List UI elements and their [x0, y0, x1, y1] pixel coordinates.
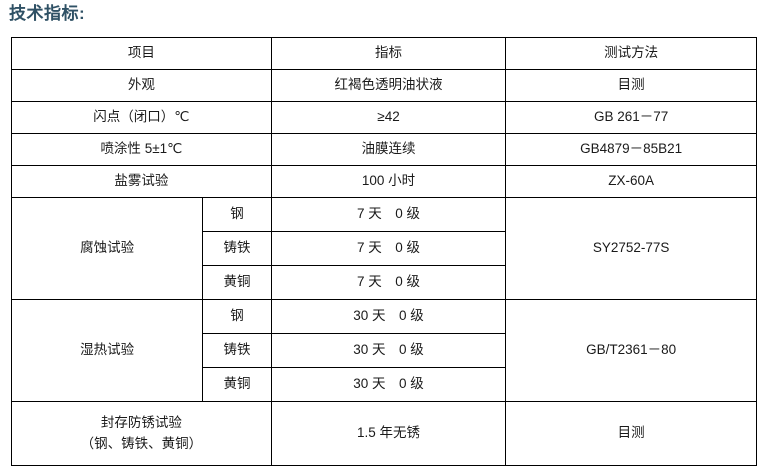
page-title: 技术指标:: [9, 4, 86, 23]
table-row: 黄铜 7 天 0 级: [12, 265, 757, 300]
cell-item: 盐雾试验: [11, 165, 272, 198]
cell-sub-material: 黄铜: [202, 265, 272, 300]
cell-index: ≥42: [270, 101, 507, 134]
table-row-group-humidity: 湿热试验 钢 30 天 0 级 GB/T2361－80: [10, 299, 757, 402]
cell-method: GB/T2361－80: [505, 299, 757, 402]
technical-spec-table: 项目 指标 测试方法 外观 红褐色透明油状液 目测 闪点（闭口）℃ ≥42 GB…: [10, 37, 757, 466]
cell-method: SY2752-77S: [505, 197, 757, 300]
cell-index: 7 天 0 级: [270, 197, 507, 232]
cell-group-name: 湿热试验: [10, 299, 204, 402]
cell-index: 红褐色透明油状液: [270, 69, 507, 102]
cell-method: ZX-60A: [505, 165, 757, 198]
cell-method: GB 261－77: [505, 101, 757, 134]
table-row: 铸铁 7 天 0 级: [12, 231, 757, 266]
cell-item-line1: 封存防锈试验: [100, 414, 182, 430]
cell-index: 7 天 0 级: [270, 265, 507, 300]
cell-index: 油膜连续: [270, 133, 507, 166]
table-row: 黄铜 30 天 0 级: [12, 367, 757, 402]
cell-index: 30 天 0 级: [270, 299, 507, 334]
cell-sub-material: 钢: [202, 299, 272, 334]
cell-method: 目测: [505, 69, 757, 102]
table-row-group-corrosion: 腐蚀试验 钢 7 天 0 级 SY2752-77S: [10, 197, 757, 300]
table-row: 外观 红褐色透明油状液 目测: [11, 69, 757, 102]
cell-method: 目测: [505, 401, 757, 466]
cell-index: 1.5 年无锈: [270, 401, 507, 466]
cell-method: GB4879－85B21: [505, 133, 757, 166]
cell-index: 7 天 0 级: [270, 231, 507, 266]
header-cell-method: 测试方法: [505, 37, 757, 70]
cell-item-line2: （钢、铸铁、黄铜）: [80, 435, 203, 451]
cell-sub-material: 铸铁: [202, 231, 272, 266]
table-row: 盐雾试验 100 小时 ZX-60A: [11, 165, 757, 198]
cell-index: 30 天 0 级: [270, 333, 507, 368]
document-page: 技术指标: 项目 指标 测试方法 外观 红褐色透明油状液 目测 闪点（闭口）℃: [9, 4, 757, 466]
cell-sub-material: 钢: [202, 197, 272, 232]
table-row-final: 封存防锈试验 （钢、铸铁、黄铜） 1.5 年无锈 目测: [11, 401, 757, 466]
cell-index: 100 小时: [270, 165, 507, 198]
cell-group-name: 腐蚀试验: [10, 197, 204, 300]
header-cell-item: 项目: [11, 37, 272, 70]
table-row: 喷涂性 5±1℃ 油膜连续 GB4879－85B21: [11, 133, 757, 166]
table-row: 铸铁 30 天 0 级: [12, 333, 757, 368]
table-row: 闪点（闭口）℃ ≥42 GB 261－77: [11, 101, 757, 134]
header-cell-index: 指标: [270, 37, 507, 70]
cell-index: 30 天 0 级: [270, 367, 507, 402]
cell-sub-material: 铸铁: [202, 333, 272, 368]
cell-item: 封存防锈试验 （钢、铸铁、黄铜）: [11, 401, 272, 466]
cell-item: 喷涂性 5±1℃: [11, 133, 272, 166]
cell-item: 外观: [11, 69, 272, 102]
cell-item: 闪点（闭口）℃: [11, 101, 272, 134]
table-header-row: 项目 指标 测试方法: [11, 37, 757, 70]
cell-sub-material: 黄铜: [202, 367, 272, 402]
